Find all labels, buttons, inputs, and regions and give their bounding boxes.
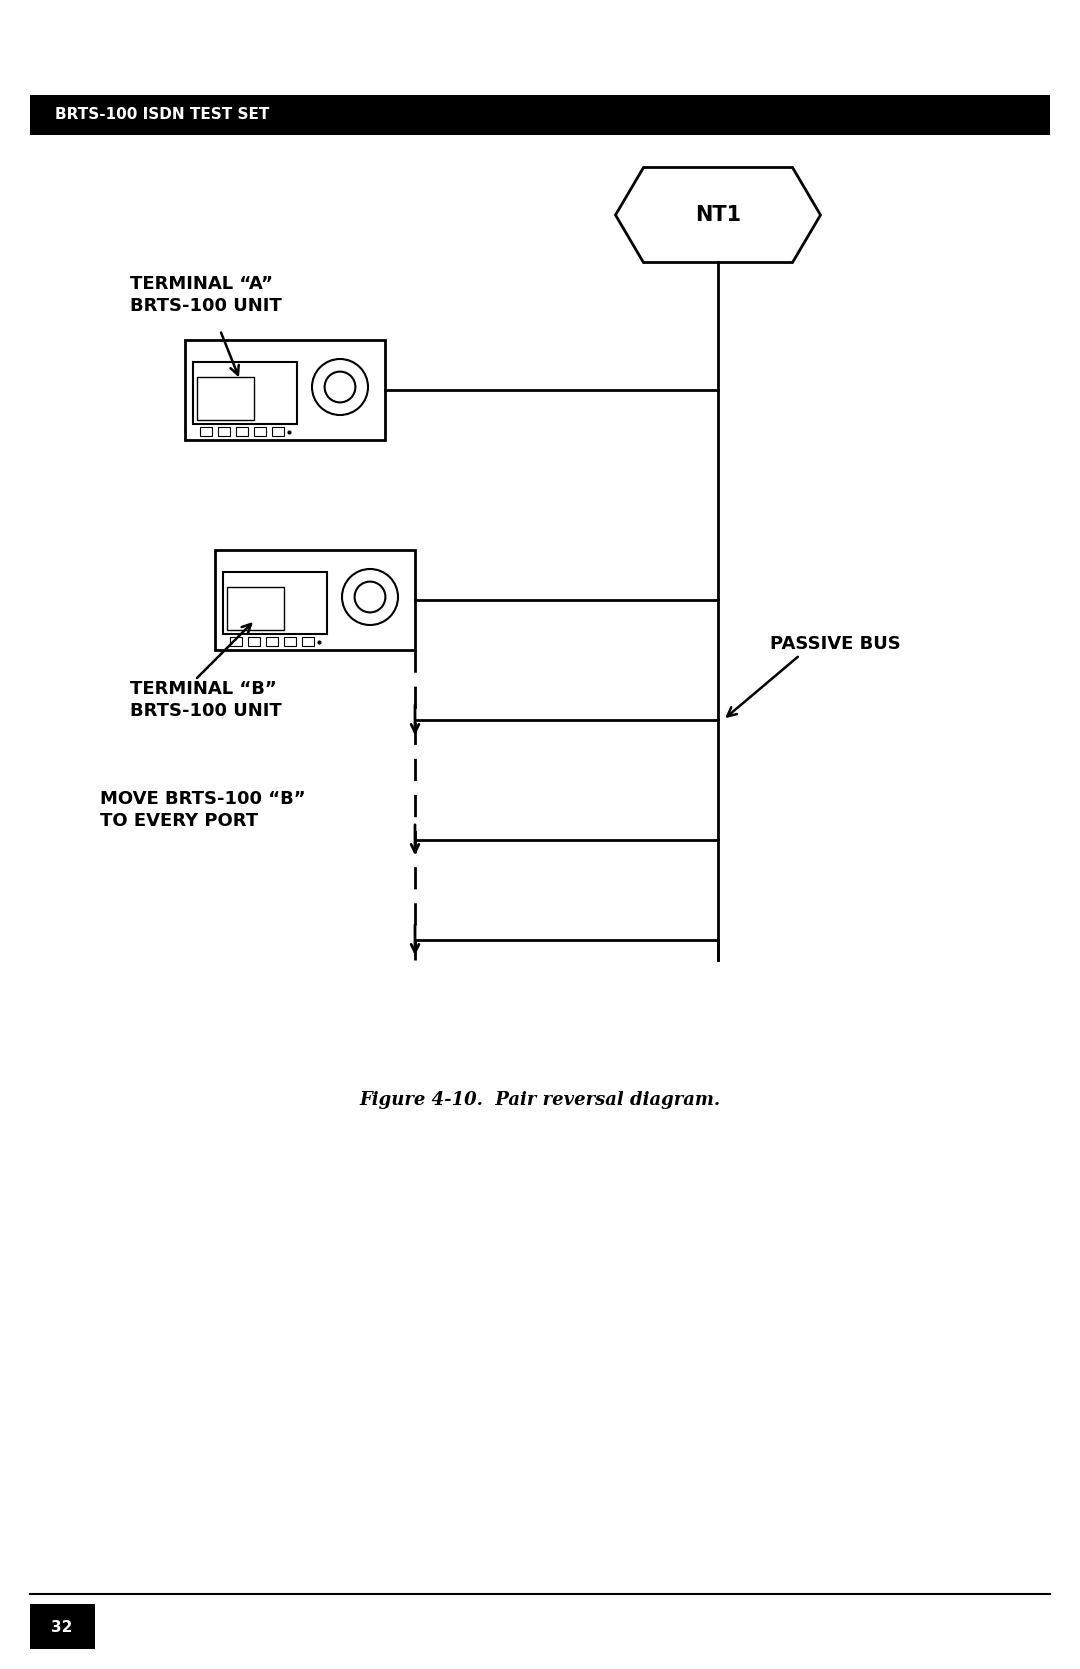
Text: Figure 4-10.  Pair reversal diagram.: Figure 4-10. Pair reversal diagram. [360, 1092, 720, 1108]
Bar [215, 551, 415, 649]
Bar [185, 340, 384, 441]
Bar [30, 95, 1050, 135]
Bar [302, 638, 314, 646]
Bar [230, 638, 242, 646]
Bar [227, 586, 284, 629]
Bar [248, 638, 260, 646]
Bar [193, 362, 297, 424]
Text: BRTS-100 ISDN TEST SET: BRTS-100 ISDN TEST SET [55, 107, 269, 122]
Bar [200, 427, 212, 436]
Bar [30, 1604, 95, 1649]
Bar [272, 427, 284, 436]
Bar [218, 427, 230, 436]
Text: PASSIVE BUS: PASSIVE BUS [770, 634, 901, 653]
Text: 32: 32 [52, 1619, 72, 1634]
Bar [237, 427, 248, 436]
Text: NT1: NT1 [694, 205, 741, 225]
Bar [197, 377, 254, 421]
Text: TERMINAL “A”
BRTS-100 UNIT: TERMINAL “A” BRTS-100 UNIT [130, 275, 282, 315]
Bar [284, 638, 296, 646]
Bar [266, 638, 278, 646]
Bar [222, 572, 327, 634]
Text: MOVE BRTS-100 “B”
TO EVERY PORT: MOVE BRTS-100 “B” TO EVERY PORT [100, 789, 306, 829]
Bar [254, 427, 266, 436]
Text: TERMINAL “B”
BRTS-100 UNIT: TERMINAL “B” BRTS-100 UNIT [130, 679, 282, 721]
